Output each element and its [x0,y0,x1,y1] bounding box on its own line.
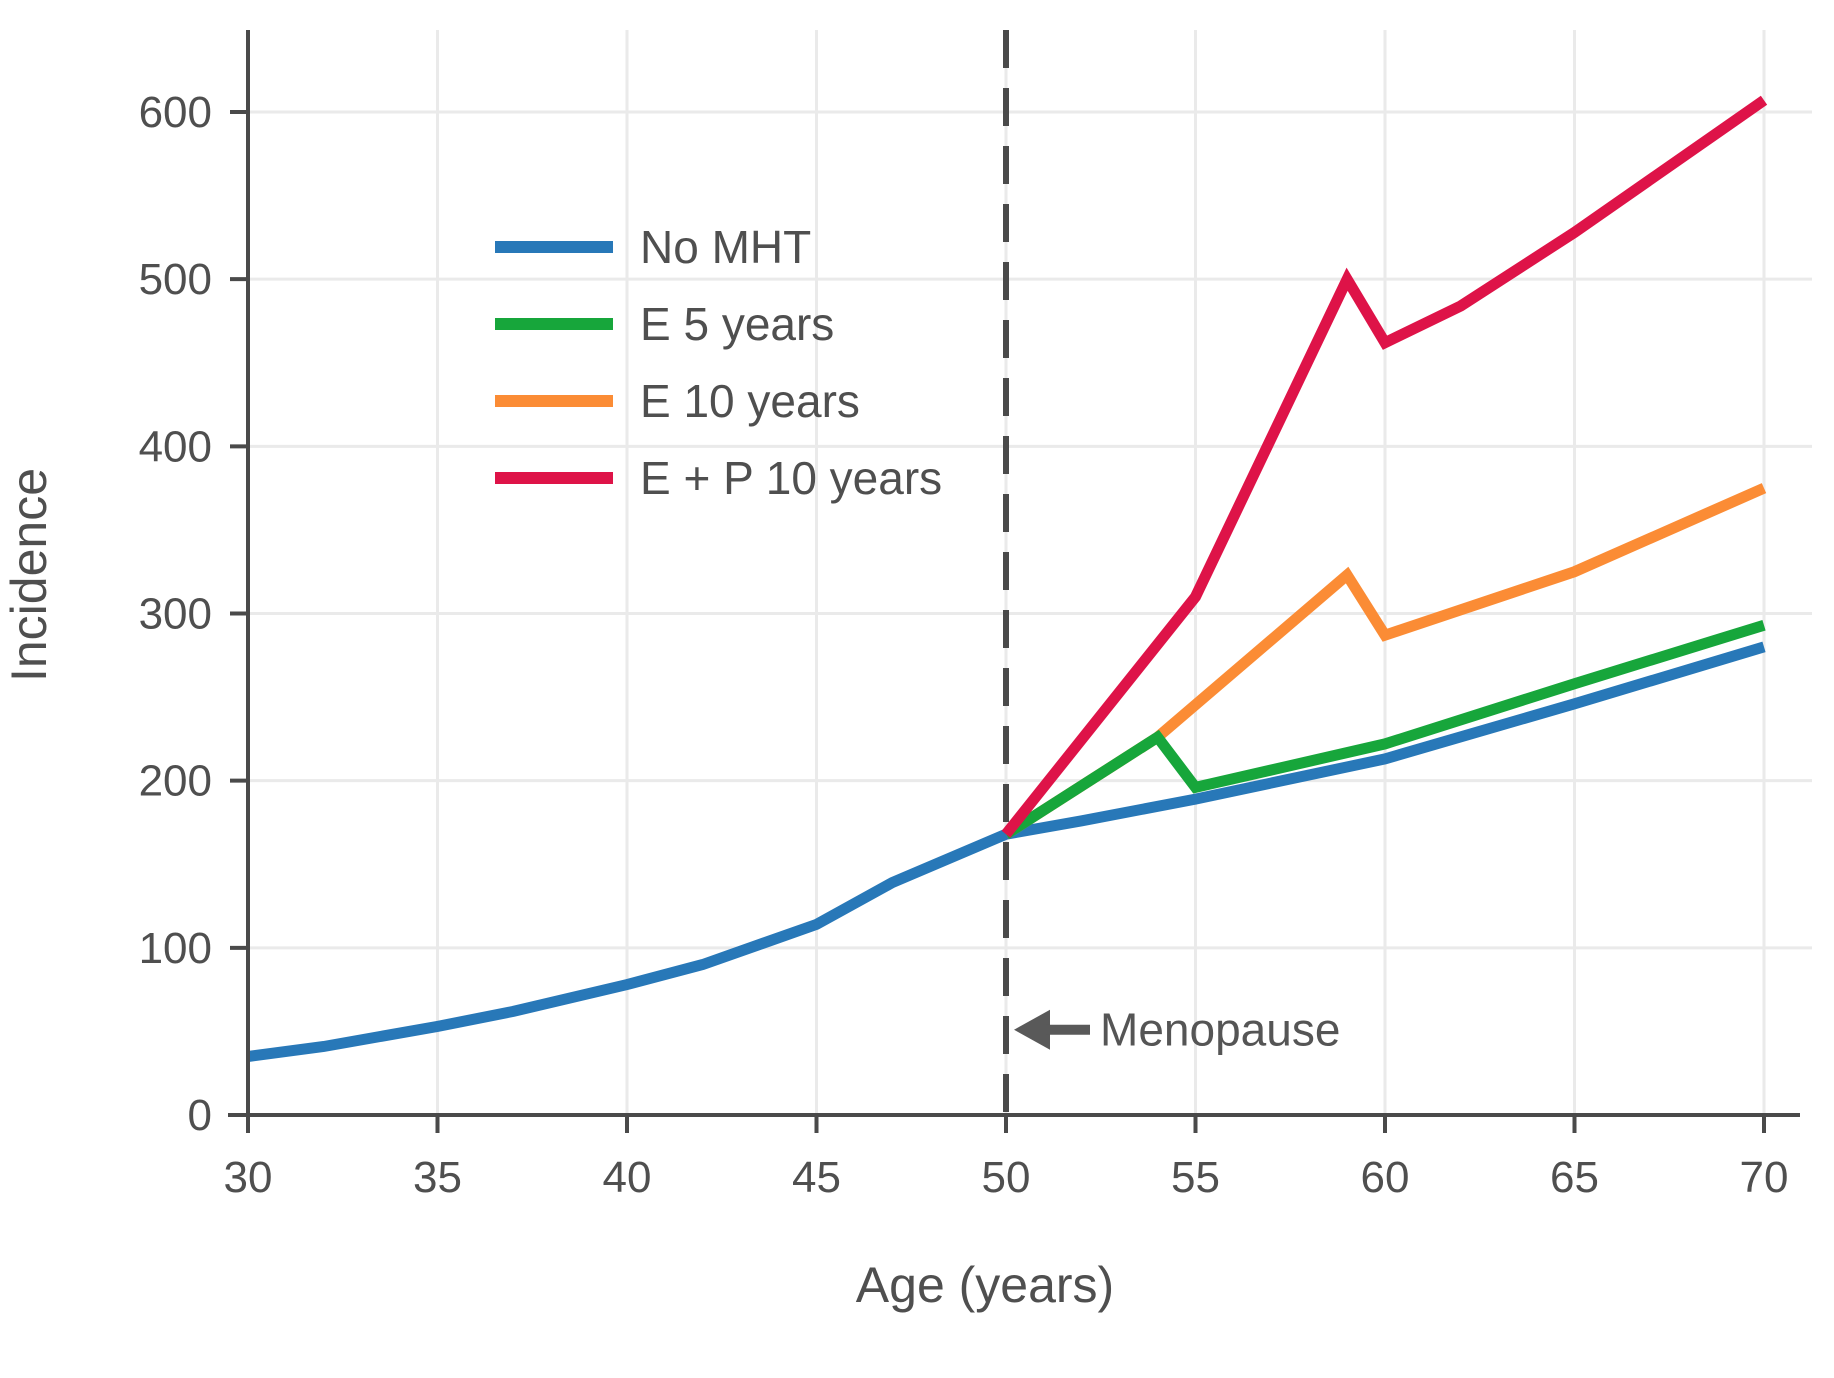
axes [228,30,1800,1133]
series-line-no-mht [247,641,1766,1062]
gridlines [248,30,1812,1115]
y-tick-label-100: 100 [139,924,212,973]
y-tick-label-0: 0 [188,1091,212,1140]
y-tick-label-300: 300 [139,590,212,639]
y-tick-label-200: 200 [139,757,212,806]
x-tick-label-50: 50 [982,1153,1031,1202]
legend-label-e-5-years: E 5 years [640,298,834,350]
menopause-arrow-icon [1014,1009,1050,1050]
menopause-arrow-shaft [1046,1024,1090,1035]
menopause-label: Menopause [1100,1004,1340,1056]
x-tick-label-60: 60 [1361,1153,1410,1202]
legend-item-no-mht: No MHT [495,221,811,273]
legend: No MHT E 5 years E 10 years E + P 10 years [495,221,942,504]
legend-item-e-10-years: E 10 years [495,375,860,427]
legend-item-e-5-years: E 5 years [495,298,834,350]
legend-label-e-10-years: E 10 years [640,375,860,427]
series-lines [247,95,1768,1062]
x-tick-label-40: 40 [603,1153,652,1202]
legend-label-no-mht: No MHT [640,221,811,273]
tick-labels: 30 35 40 45 50 55 60 65 70 0 100 200 300 400 500 600 [139,88,1789,1202]
series-line-e-5-years [1003,619,1766,839]
legend-label-e-p-10-years: E + P 10 years [640,452,942,504]
y-axis-title: Incidence [1,468,57,682]
y-tick-label-500: 500 [139,255,212,304]
x-axis-title: Age (years) [856,1257,1114,1313]
series-line-e-p-10-years [1001,95,1768,838]
legend-item-e-p-10-years: E + P 10 years [495,452,942,504]
x-tick-label-30: 30 [224,1153,273,1202]
x-tick-label-45: 45 [792,1153,841,1202]
y-tick-label-600: 600 [139,88,212,137]
menopause-annotation: Menopause [1014,1004,1340,1056]
x-tick-label-55: 55 [1171,1153,1220,1202]
x-tick-label-65: 65 [1550,1153,1599,1202]
x-tick-label-35: 35 [413,1153,462,1202]
x-tick-label-70: 70 [1740,1153,1789,1202]
y-tick-label-400: 400 [139,422,212,471]
